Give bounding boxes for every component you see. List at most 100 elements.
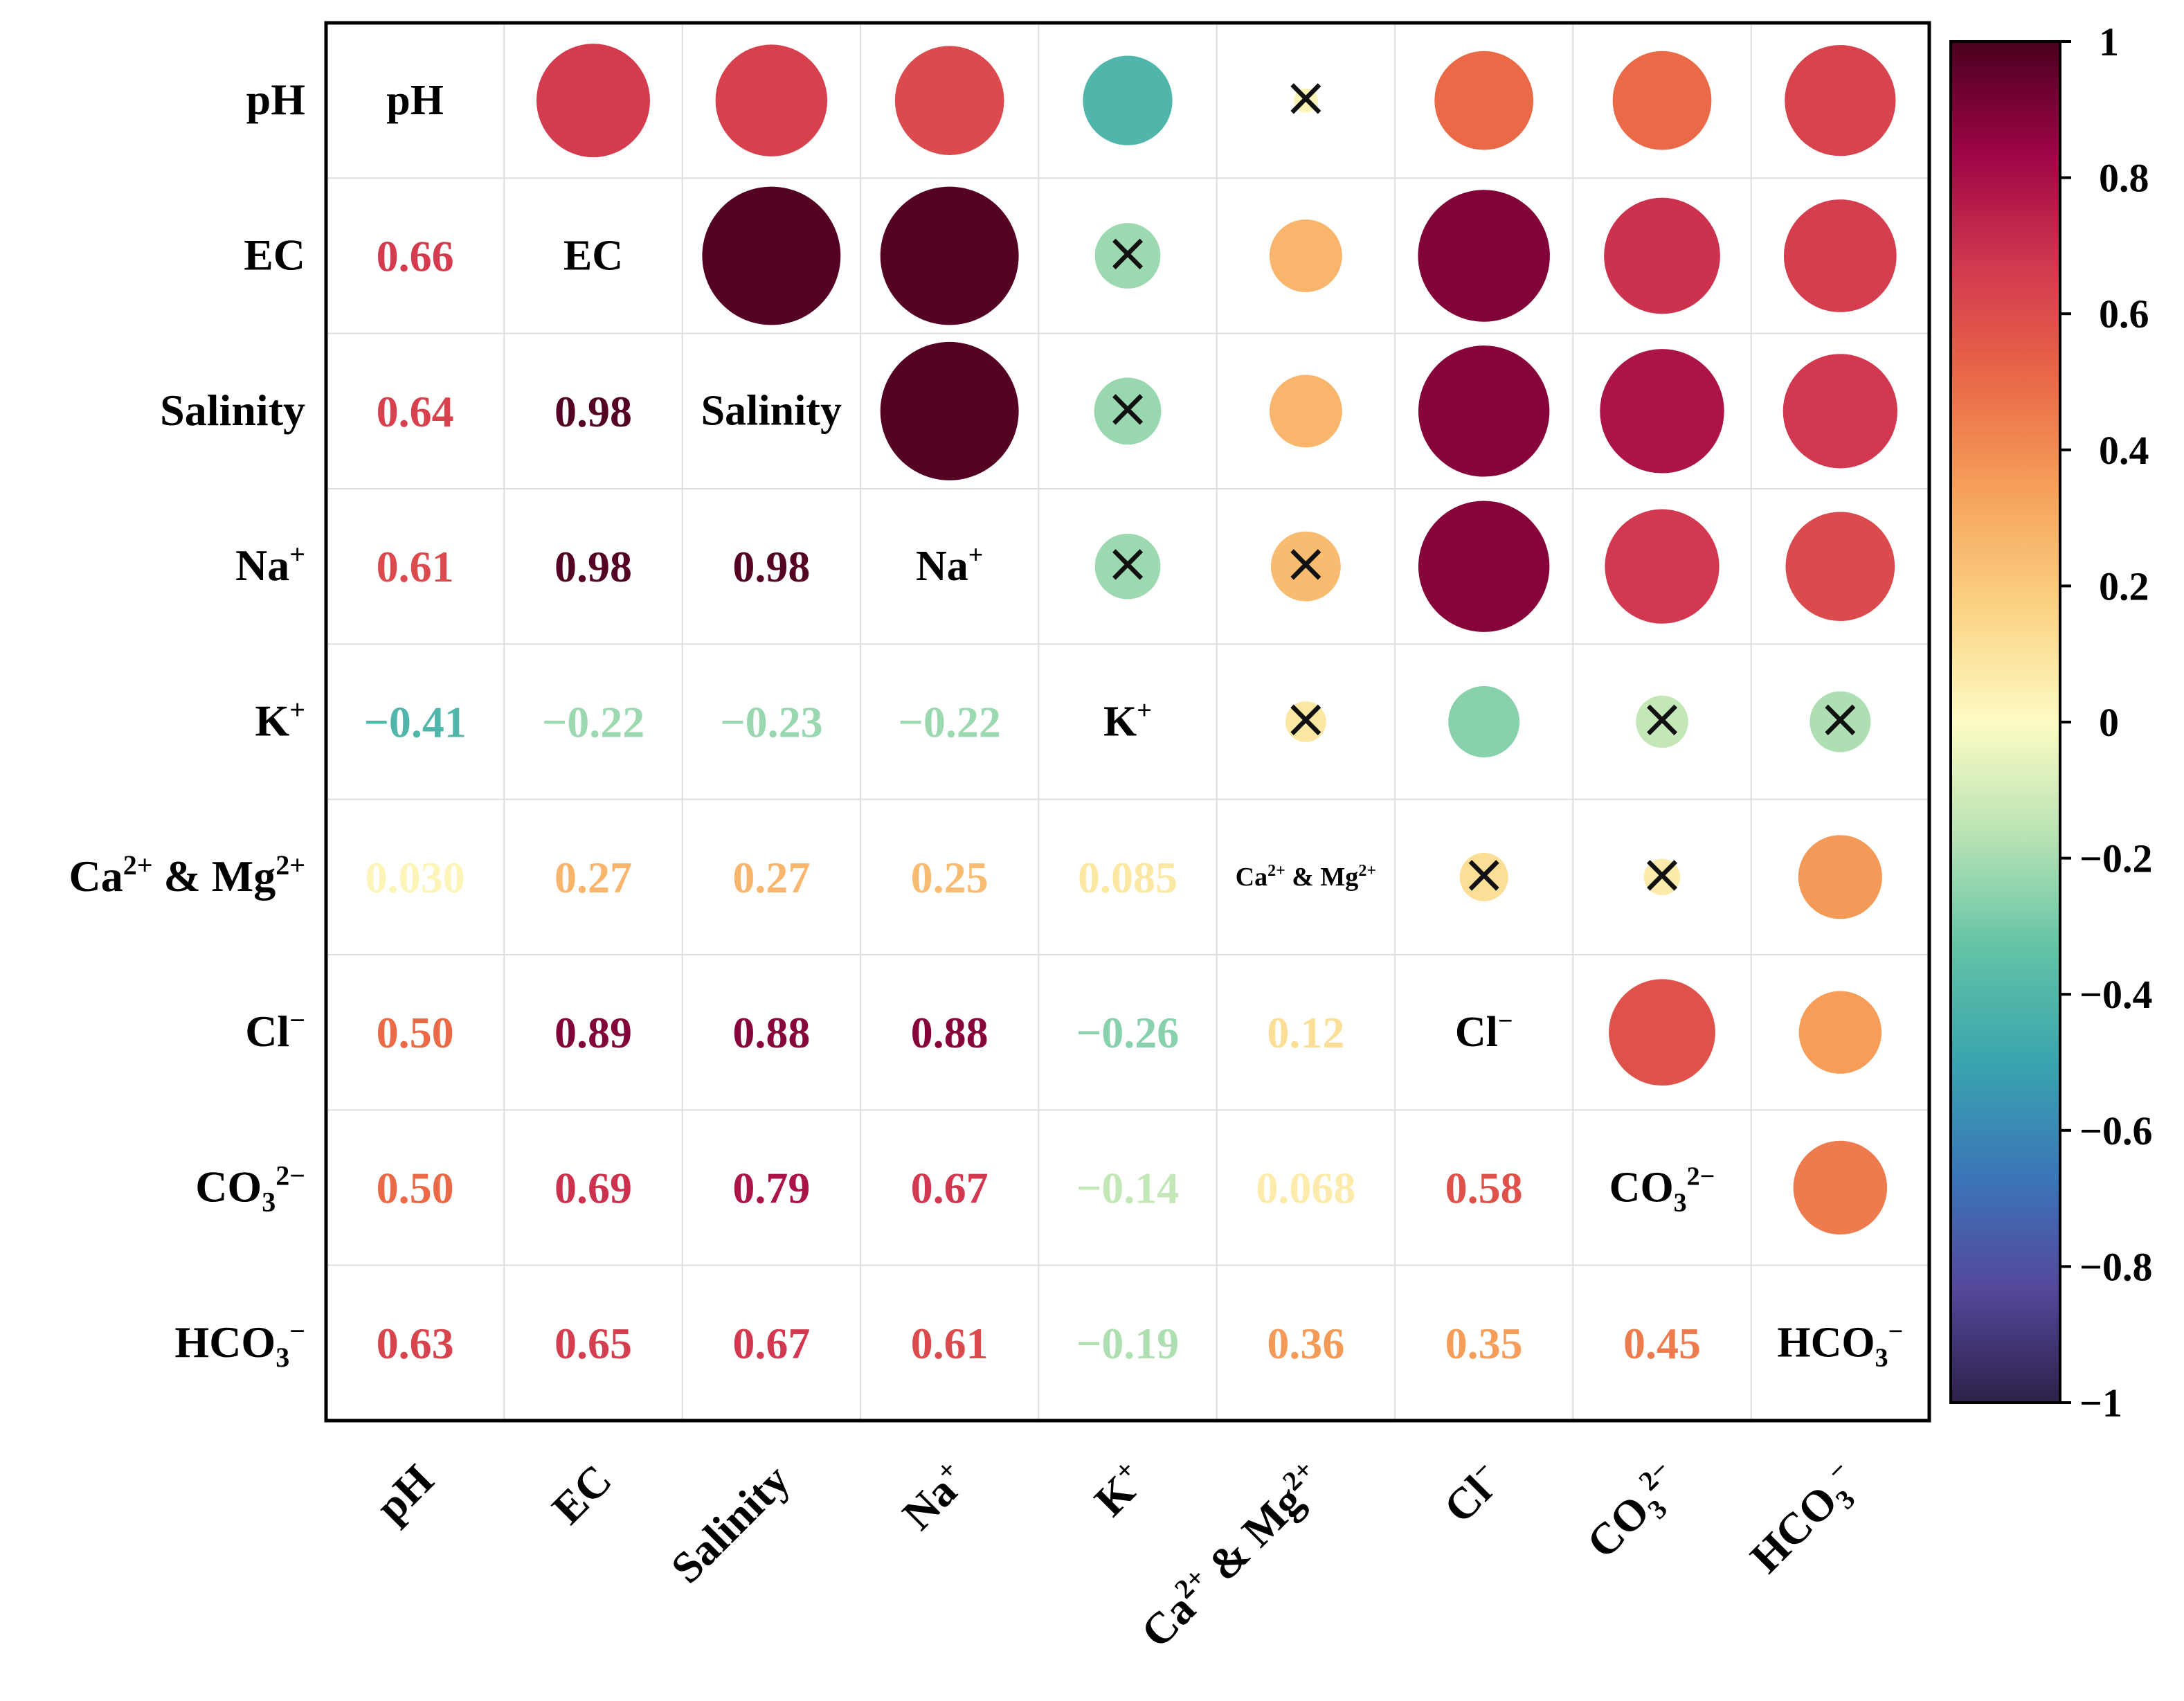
not-significant-mark: × bbox=[1105, 532, 1150, 595]
coefficient-label: 0.88 bbox=[911, 1008, 989, 1057]
correlation-circle bbox=[1083, 55, 1173, 145]
coefficient-label: 0.98 bbox=[732, 542, 810, 591]
diagonal-label: Cl− bbox=[1455, 1007, 1513, 1056]
correlation-circle bbox=[1269, 375, 1342, 448]
diagonal-label: EC bbox=[563, 232, 623, 279]
correlation-circle bbox=[1270, 531, 1341, 602]
coefficient-label: 0.88 bbox=[732, 1008, 810, 1057]
correlation-circle bbox=[1783, 199, 1897, 312]
not-significant-mark: × bbox=[1639, 843, 1684, 906]
diagonal-label: pH bbox=[386, 77, 444, 124]
not-significant-mark: × bbox=[1283, 688, 1328, 750]
correlation-circle bbox=[1785, 512, 1895, 622]
correlation-circle bbox=[1605, 509, 1720, 624]
correlation-circle bbox=[1636, 695, 1688, 748]
diagonal-label: Na+ bbox=[916, 541, 983, 590]
column-label: Salinity bbox=[662, 1455, 800, 1593]
coefficient-label: 0.98 bbox=[554, 542, 632, 591]
diagonal-label: HCO3− bbox=[1777, 1317, 1903, 1373]
coefficient-label: 0.89 bbox=[554, 1008, 632, 1057]
column-label: HCO3− bbox=[1740, 1454, 1872, 1587]
coefficient-label: 0.50 bbox=[377, 1164, 454, 1213]
row-label: Salinity bbox=[160, 386, 305, 435]
colorbar-tick-label: −0.2 bbox=[2079, 836, 2153, 881]
coefficient-label: 0.25 bbox=[911, 853, 989, 902]
correlation-circle bbox=[1418, 501, 1550, 632]
coefficient-label: 0.67 bbox=[911, 1164, 989, 1213]
correlation-circle bbox=[1094, 377, 1162, 445]
column-label: CO32− bbox=[1576, 1454, 1694, 1572]
coefficient-label: 0.085 bbox=[1078, 853, 1177, 902]
coefficient-label: 0.69 bbox=[554, 1164, 632, 1213]
correlation-circle bbox=[715, 44, 828, 156]
correlation-circle bbox=[1269, 219, 1342, 292]
correlation-circle bbox=[1448, 686, 1520, 757]
not-significant-mark: × bbox=[1283, 532, 1328, 595]
correlation-circle bbox=[702, 186, 841, 325]
diagonal-label: K+ bbox=[1103, 696, 1152, 745]
coefficient-label: 0.12 bbox=[1267, 1008, 1344, 1057]
correlation-circle bbox=[1094, 533, 1161, 600]
coefficient-label: −0.23 bbox=[720, 698, 822, 747]
not-significant-mark: × bbox=[1105, 222, 1150, 285]
colorbar-tick-label: 0.4 bbox=[2099, 428, 2149, 473]
colorbar-tick-label: −1 bbox=[2079, 1380, 2122, 1425]
column-label: K+ bbox=[1083, 1454, 1155, 1526]
not-significant-mark: × bbox=[1818, 688, 1863, 750]
coefficient-label: −0.22 bbox=[898, 698, 1000, 747]
correlation-circle bbox=[1798, 835, 1882, 919]
coefficient-label: 0.50 bbox=[377, 1008, 454, 1057]
row-label: Na+ bbox=[235, 539, 305, 590]
coefficient-label: 0.98 bbox=[554, 387, 632, 436]
row-label: CO32− bbox=[195, 1160, 305, 1218]
correlation-circle bbox=[1643, 858, 1681, 896]
column-label: pH bbox=[366, 1455, 443, 1532]
colorbar-tick-label: −0.6 bbox=[2079, 1108, 2153, 1153]
colorbar-tick-label: 0 bbox=[2099, 700, 2119, 745]
row-labels: pH EC Salinity Na+ K+ Ca2+ & Mg2+ Cl− CO32− HCO3… bbox=[69, 75, 305, 1373]
coefficient-label: −0.19 bbox=[1076, 1319, 1179, 1368]
coefficient-label: 0.65 bbox=[554, 1319, 632, 1368]
column-labels: pH EC Salinity Na+ K+Ca2+ & Mg2+ Cl− CO32− HCO3… bbox=[366, 1454, 1872, 1657]
not-significant-mark: × bbox=[1105, 377, 1150, 440]
colorbar: 1 0.8 0.6 0.4 0.2 0 −0.2 −0.4 −0.6 −0.8 −1 bbox=[1949, 19, 2153, 1425]
coefficient-label: −0.26 bbox=[1076, 1008, 1179, 1057]
correlation-circle bbox=[1293, 88, 1318, 113]
column-label: Cl− bbox=[1433, 1454, 1512, 1533]
coefficient-label: −0.41 bbox=[363, 698, 466, 747]
row-label: Cl− bbox=[245, 1005, 305, 1056]
correlation-circle bbox=[1285, 701, 1326, 742]
diagonal-label: Ca2+ & Mg2+ bbox=[1236, 862, 1376, 892]
not-significant-mark: × bbox=[1283, 66, 1328, 129]
correlation-circle bbox=[1612, 51, 1712, 150]
coefficient-label: 0.79 bbox=[732, 1164, 810, 1213]
colorbar-tick-label: 0.6 bbox=[2099, 291, 2149, 336]
row-label: Ca2+ & Mg2+ bbox=[69, 849, 305, 901]
correlation-circle bbox=[1459, 852, 1508, 901]
coefficient-label: 0.61 bbox=[377, 542, 454, 591]
diagonal-label: Salinity bbox=[701, 388, 842, 435]
row-label: EC bbox=[244, 231, 305, 280]
not-significant-mark: × bbox=[1639, 688, 1684, 750]
correlation-circle bbox=[894, 46, 1004, 156]
not-significant-mark: × bbox=[1461, 843, 1506, 906]
correlation-circle bbox=[536, 44, 651, 158]
matrix-cells: pH × 0.66 EC × 0.64 0.98 Salinity × 0.61 0.98 0.98 N… bbox=[363, 44, 1903, 1373]
colorbar-tick-label: −0.8 bbox=[2079, 1244, 2153, 1289]
colorbar-tick-label: 0.2 bbox=[2099, 564, 2149, 609]
colorbar-tick-label: 1 bbox=[2099, 19, 2119, 64]
correlation-circle bbox=[880, 186, 1019, 325]
coefficient-label: −0.14 bbox=[1076, 1164, 1179, 1213]
coefficient-label: 0.63 bbox=[377, 1319, 454, 1368]
coefficient-label: 0.27 bbox=[554, 853, 632, 902]
correlation-circle bbox=[1418, 190, 1550, 322]
coefficient-label: 0.45 bbox=[1623, 1319, 1701, 1368]
grid-lines bbox=[326, 23, 1929, 1421]
correlation-circle bbox=[1604, 197, 1720, 314]
colorbar-tick-label: −0.4 bbox=[2079, 972, 2153, 1017]
column-label: EC bbox=[543, 1455, 621, 1533]
row-label: K+ bbox=[255, 694, 305, 746]
correlation-circle bbox=[880, 341, 1019, 480]
coefficient-label: 0.67 bbox=[732, 1319, 810, 1368]
